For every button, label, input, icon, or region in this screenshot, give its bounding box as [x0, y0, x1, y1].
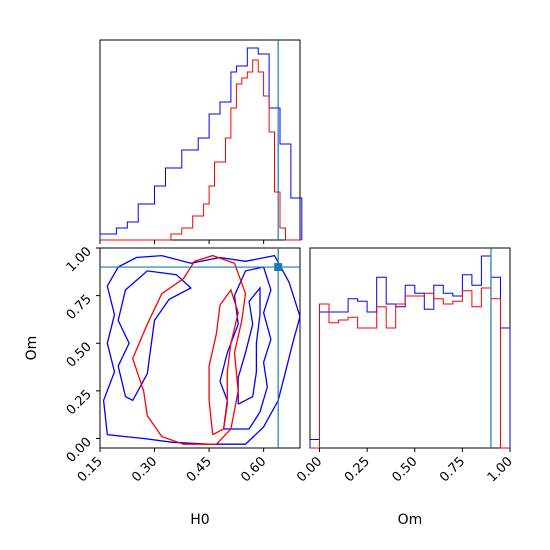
om-y-tick-label-0.75: 0.75	[64, 292, 95, 323]
h0-x-tick-label-0.60: 0.60	[238, 454, 269, 485]
om-x-tick-label-0.50: 0.50	[390, 454, 421, 485]
h0-x-tick-label-0.45: 0.45	[184, 454, 215, 485]
contour-red-4	[132, 254, 247, 445]
x-axis-label-h0: H0	[190, 512, 209, 528]
h0-histogram-red	[100, 59, 302, 241]
om-x-tick-label-0.75: 0.75	[437, 454, 468, 485]
om-y-tick-label-0.25: 0.25	[64, 387, 95, 418]
x-axis-label-om: Om	[398, 512, 423, 528]
h0-histogram-frame	[99, 39, 301, 241]
h0-x-tick-label-0.30: 0.30	[129, 454, 160, 485]
om-x-tick-label-0.00: 0.00	[294, 454, 325, 485]
contour-blue-3	[237, 286, 261, 405]
h0-histogram-blue	[99, 47, 303, 240]
om-y-tick-label-0.50: 0.50	[64, 339, 95, 370]
contour-blue-0	[102, 254, 301, 445]
om-histogram-blue	[309, 255, 511, 448]
om-histogram-frame	[309, 247, 511, 449]
y-axis-label-om: Om	[24, 336, 40, 361]
om-histogram-red	[310, 287, 510, 449]
contour-blue-2	[219, 266, 272, 430]
contour-red-5	[208, 288, 239, 436]
om-x-tick-label-0.25: 0.25	[342, 454, 373, 485]
om-x-tick-label-1.00: 1.00	[485, 454, 516, 485]
contour-blue-1	[117, 270, 193, 402]
h0-om-contour-frame	[99, 247, 301, 449]
truth-marker	[274, 263, 283, 272]
om-y-tick-label-1.00: 1.00	[64, 244, 95, 275]
